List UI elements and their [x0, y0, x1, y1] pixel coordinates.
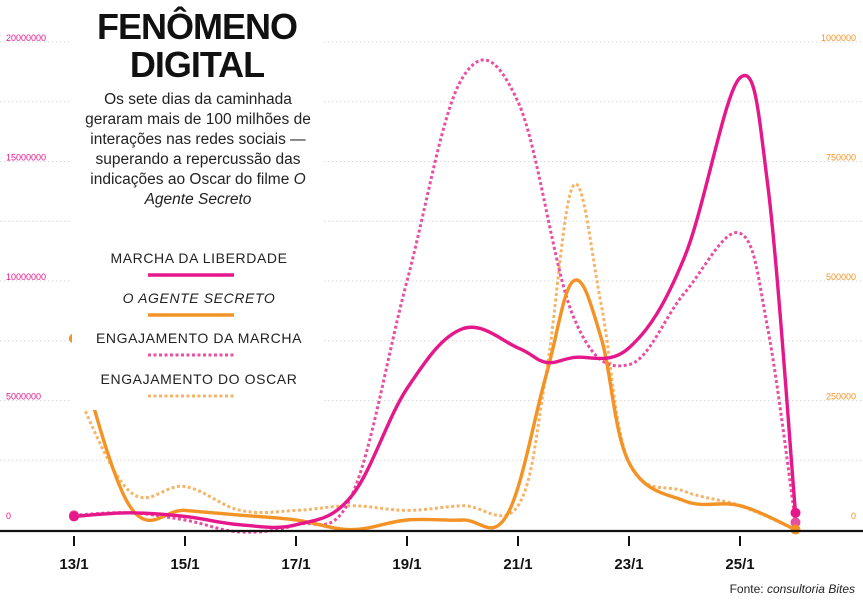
x-tick-label: 25/1: [725, 556, 754, 573]
right-tick-label: 1000000: [821, 33, 856, 43]
x-tick-label: 13/1: [59, 556, 88, 573]
legend-label-agente: O AGENTE SECRETO: [122, 290, 276, 306]
left-axis-ticks: 0 5000000 10000000 15000000 20000000: [6, 33, 46, 521]
series-start-point-0: [69, 511, 79, 522]
right-tick-label: 500000: [826, 272, 856, 282]
subtitle-part1: Os sete dias da caminhada geraram mais d…: [85, 91, 311, 188]
title-panel: [72, 10, 322, 410]
page-title-line2: DIGITAL: [129, 44, 265, 85]
legend-label-engajamento-oscar: ENGAJAMENTO DO OSCAR: [100, 371, 298, 387]
source-note: Fonte: consultoria Bites: [730, 582, 855, 596]
series-end-point-1: [790, 524, 801, 535]
x-tick-label: 15/1: [170, 556, 199, 573]
left-tick-label: 5000000: [6, 392, 41, 402]
left-tick-label: 15000000: [6, 153, 46, 163]
subtitle-part2: filme: [256, 171, 290, 188]
source-prefix: Fonte:: [729, 582, 764, 596]
source-name: consultoria Bites: [766, 582, 855, 596]
x-tick-label: 23/1: [614, 556, 643, 573]
right-tick-label: 250000: [826, 392, 856, 402]
x-tick-label: 19/1: [392, 556, 421, 573]
series-line-1: [72, 278, 798, 532]
legend-label-engajamento-marcha: ENGAJAMENTO DA MARCHA: [95, 330, 303, 346]
right-tick-label: 750000: [826, 153, 856, 163]
right-tick-label: 0: [851, 511, 856, 521]
x-tick-label: 17/1: [281, 556, 310, 573]
legend-label-marcha: MARCHA DA LIBERDADE: [110, 250, 288, 266]
subtitle-film-name: O Agente Secreto: [144, 171, 306, 208]
x-tick-label: 21/1: [503, 556, 532, 573]
series-line-0: [72, 74, 798, 530]
series-end-point-2: [790, 517, 801, 528]
left-tick-label: 10000000: [6, 272, 46, 282]
right-axis-ticks: 0 250000 500000 750000 1000000: [821, 33, 856, 521]
x-axis: 13/1 15/1 17/1 19/1 21/1 23/1 25/1: [0, 529, 863, 573]
page-title-line1: FENÔMENO: [96, 6, 298, 47]
left-tick-label: 0: [6, 511, 11, 521]
subtitle: Os sete dias da caminhada geraram mais d…: [80, 90, 316, 210]
series-line-3: [72, 182, 797, 531]
left-tick-label: 20000000: [6, 33, 46, 43]
series-end-point-0: [790, 507, 801, 518]
